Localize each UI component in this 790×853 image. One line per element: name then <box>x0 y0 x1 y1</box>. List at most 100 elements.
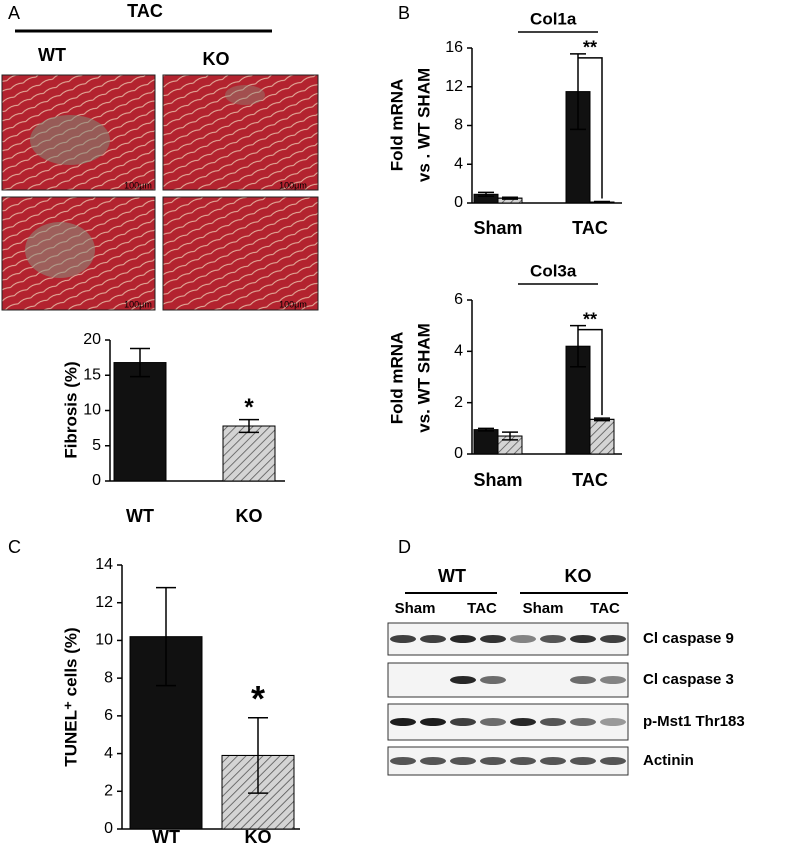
group-label: WT <box>438 566 466 586</box>
band <box>570 757 596 765</box>
lane-label: TAC <box>590 600 620 617</box>
band <box>600 757 626 765</box>
error-bar <box>478 427 494 432</box>
band <box>450 757 476 765</box>
panel-label: C <box>8 537 21 557</box>
y-tick-label: 8 <box>454 117 463 134</box>
blot-label: p-Mst1 Thr183 <box>643 713 745 730</box>
y-tick-label: 0 <box>104 820 113 837</box>
y-tick-label: 0 <box>92 472 101 489</box>
bar <box>113 362 167 482</box>
y-tick-label: 12 <box>445 78 463 95</box>
y-tick-label: 2 <box>454 394 463 411</box>
band <box>480 718 506 726</box>
y-axis-label: vs . WT SHAM <box>414 68 433 182</box>
band <box>510 635 536 643</box>
x-tick-label: KO <box>245 827 272 847</box>
scale-bar: 100μm <box>124 299 152 309</box>
band <box>540 757 566 765</box>
y-tick-label: 6 <box>104 707 113 724</box>
band <box>600 676 626 684</box>
band <box>480 757 506 765</box>
error-bar <box>502 196 518 200</box>
scale-bar: 100μm <box>279 180 307 190</box>
scale-bar: 100μm <box>279 299 307 309</box>
blot-label: Cl caspase 3 <box>643 671 734 688</box>
significance-bracket <box>578 328 603 416</box>
error-bar <box>570 53 586 131</box>
error-bar <box>130 347 150 378</box>
blot-label: Cl caspase 9 <box>643 630 734 647</box>
y-axis-label: Fold mRNA <box>387 332 406 425</box>
y-tick-label: 15 <box>83 366 101 383</box>
y-tick-label: 10 <box>83 402 101 419</box>
blot-label: Actinin <box>643 752 694 769</box>
error-bar <box>478 191 494 197</box>
error-bar <box>156 586 176 687</box>
error-bar <box>239 418 259 434</box>
annotation: * <box>244 394 254 421</box>
band <box>450 635 476 643</box>
y-tick-label: 8 <box>104 669 113 686</box>
y-axis-label: TUNEL⁺ cells (%) <box>61 627 80 766</box>
band <box>450 676 476 684</box>
y-tick-label: 4 <box>454 343 463 360</box>
error-bar <box>570 324 586 368</box>
hatch <box>222 425 276 482</box>
micrographs <box>1 74 319 311</box>
column-label: KO <box>203 49 230 69</box>
annotation: ** <box>583 309 597 329</box>
x-tick-label: TAC <box>572 470 608 490</box>
fibrosis-area <box>25 222 95 278</box>
lane-label: Sham <box>395 600 436 617</box>
y-axis-label: vs. WT SHAM <box>414 323 433 433</box>
band <box>540 718 566 726</box>
blots <box>387 622 629 776</box>
x-tick-label: TAC <box>572 218 608 238</box>
y-axis-label: Fibrosis (%) <box>61 361 80 458</box>
band <box>480 635 506 643</box>
band <box>570 676 596 684</box>
band <box>390 718 416 726</box>
bar <box>473 429 499 455</box>
band <box>420 718 446 726</box>
panel-label: B <box>398 3 410 23</box>
fibrosis-area <box>225 85 265 105</box>
annotation: ** <box>583 38 597 58</box>
y-tick-label: 12 <box>95 594 113 611</box>
panel-label: A <box>8 3 20 23</box>
y-tick-label: 20 <box>83 331 101 348</box>
group-label: TAC <box>127 1 163 21</box>
error-bar <box>248 716 268 794</box>
y-tick-label: 16 <box>445 39 463 56</box>
error-bar <box>502 431 518 441</box>
x-tick-label: KO <box>236 506 263 526</box>
y-tick-label: 4 <box>454 155 463 172</box>
x-tick-label: Sham <box>473 470 522 490</box>
x-tick-label: WT <box>126 506 154 526</box>
band <box>390 757 416 765</box>
y-tick-label: 0 <box>454 194 463 211</box>
band <box>510 757 536 765</box>
chart-title: Col1a <box>530 9 577 28</box>
band <box>420 635 446 643</box>
group-label: KO <box>565 566 592 586</box>
micrograph <box>162 74 319 191</box>
significance-bracket <box>578 57 603 199</box>
y-tick-label: 5 <box>92 437 101 454</box>
panel-label: D <box>398 537 411 557</box>
band <box>450 718 476 726</box>
y-axis-label: Fold mRNA <box>387 79 406 172</box>
scale-bar: 100μm <box>124 180 152 190</box>
x-tick-label: Sham <box>473 218 522 238</box>
band <box>540 635 566 643</box>
y-tick-label: 4 <box>104 745 113 762</box>
fibrosis-area <box>30 115 110 165</box>
hatch <box>589 418 615 455</box>
band <box>390 635 416 643</box>
chart-title: Col3a <box>530 261 577 280</box>
y-tick-label: 2 <box>104 783 113 800</box>
band <box>480 676 506 684</box>
